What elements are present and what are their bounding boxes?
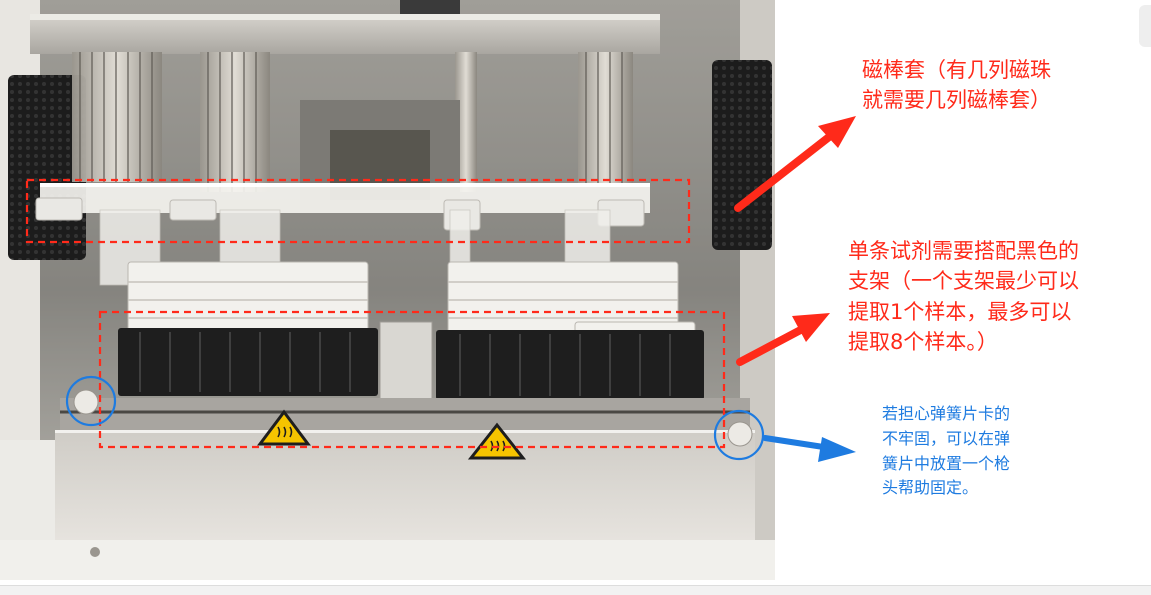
- instrument-photo: [0, 0, 775, 580]
- spring-annotation-line3: 簧片中放置一个枪: [882, 453, 1011, 473]
- arrow-to-spring-label: [762, 435, 856, 462]
- rack-annotation-line1: 单条试剂需要搭配黑色的: [848, 239, 1079, 263]
- sleeve-annotation: 磁棒套（有几列磁珠 就需要几列磁棒套）: [862, 55, 1142, 116]
- scrollbar-handle[interactable]: [1139, 5, 1151, 47]
- spring-annotation-line4: 头帮助固定。: [882, 478, 979, 498]
- rack-annotation-line3: 提取1个样本，最多可以: [848, 299, 1072, 324]
- rack-annotation-line2: 支架（一个支架最少可以: [848, 269, 1079, 294]
- sleeve-annotation-line1: 磁棒套（有几列磁珠: [862, 58, 1051, 82]
- rack-annotation-line4: 提取8个样本。）: [848, 330, 998, 355]
- spring-annotation-line2: 不牢固，可以在弹: [882, 428, 1011, 448]
- spring-annotation-line1: 若担心弹簧片卡的: [882, 404, 1011, 423]
- rack-annotation: 单条试剂需要搭配黑色的 支架（一个支架最少可以 提取1个样本，最多可以 提取8个…: [848, 236, 1148, 358]
- bottom-bar: [0, 585, 1151, 595]
- sleeve-annotation-line2: 就需要几列磁棒套）: [862, 88, 1051, 113]
- spring-annotation: 若担心弹簧片卡的 不牢固，可以在弹 簧片中放置一个枪 头帮助固定。: [882, 402, 1082, 501]
